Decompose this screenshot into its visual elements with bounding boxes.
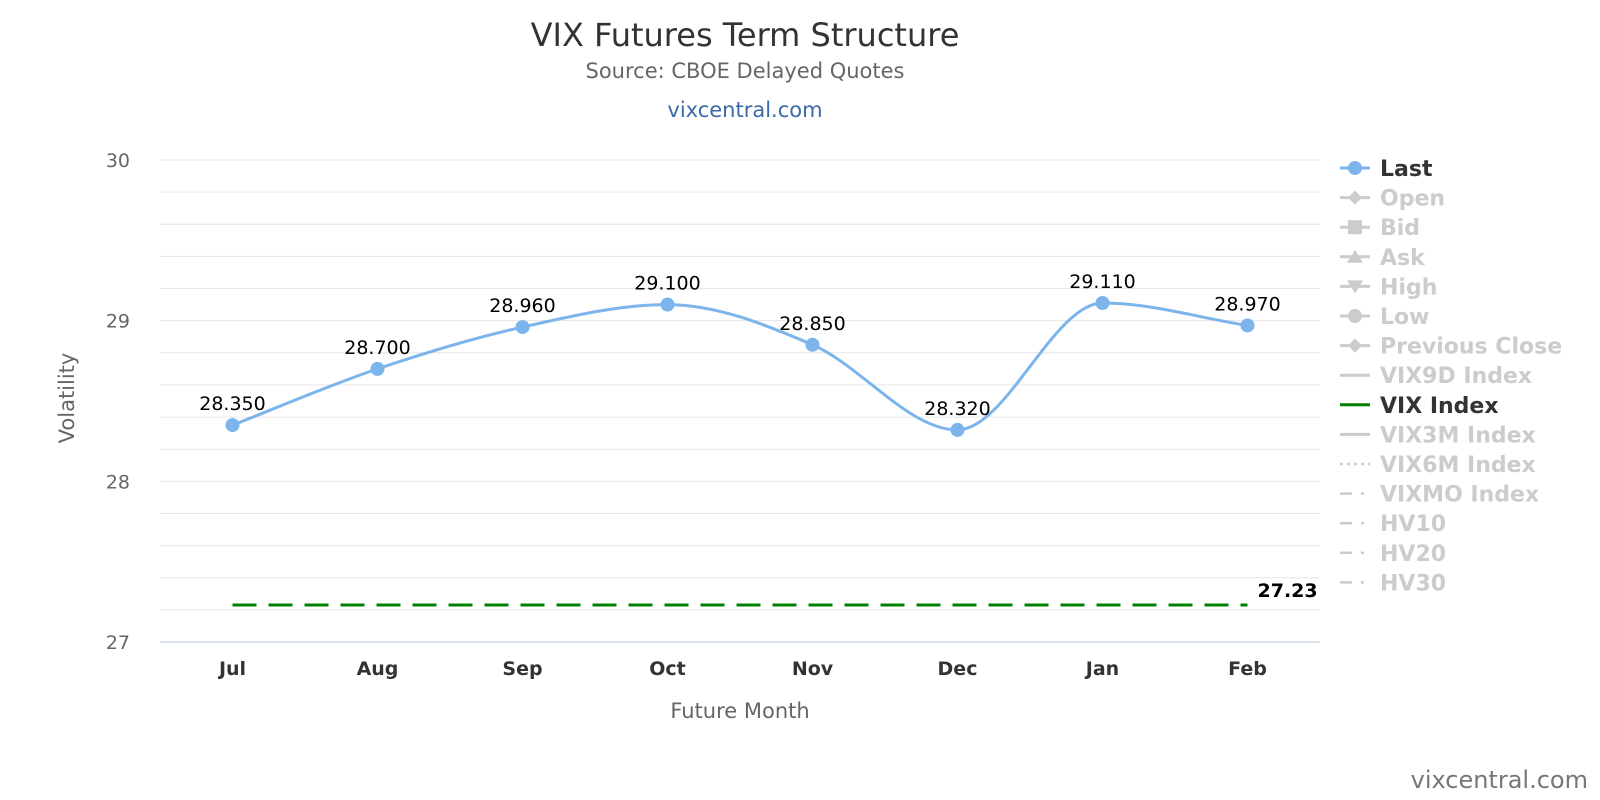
x-axis-title: Future Month bbox=[670, 699, 809, 723]
chart-title: VIX Futures Term Structure bbox=[531, 16, 960, 54]
legend-label: VIX Index bbox=[1380, 394, 1499, 419]
legend-item[interactable]: Low bbox=[1340, 305, 1429, 330]
x-tick-label: Oct bbox=[649, 658, 686, 680]
x-tick-label: Aug bbox=[357, 658, 399, 680]
data-label-last: 28.960 bbox=[489, 295, 555, 317]
legend-label: HV30 bbox=[1380, 571, 1446, 596]
x-axis-ticks: Jul Aug Sep Oct Nov Dec Jan Feb bbox=[217, 658, 1267, 680]
legend-label: High bbox=[1380, 275, 1437, 300]
y-axis-title: Volatility bbox=[55, 353, 79, 444]
legend-item[interactable]: Last bbox=[1340, 157, 1433, 182]
x-tick-label: Sep bbox=[502, 658, 542, 680]
x-tick-label: Jan bbox=[1084, 658, 1119, 680]
legend-item[interactable]: HV20 bbox=[1340, 542, 1446, 567]
legend-label: Low bbox=[1380, 305, 1429, 330]
x-tick-label: Nov bbox=[792, 658, 834, 680]
credit-link[interactable]: vixcentral.com bbox=[1411, 766, 1588, 794]
legend-item[interactable]: VIXMO Index bbox=[1340, 483, 1539, 508]
gridlines bbox=[160, 159, 1320, 643]
legend-label: HV10 bbox=[1380, 512, 1446, 537]
legend-marker bbox=[1348, 220, 1362, 235]
x-tick-label: Dec bbox=[938, 658, 978, 680]
data-label-last: 28.970 bbox=[1214, 293, 1280, 315]
data-label-last: 29.100 bbox=[634, 273, 700, 295]
legend-label: Open bbox=[1380, 187, 1445, 212]
legend-marker bbox=[1348, 309, 1362, 323]
legend-item[interactable]: VIX Index bbox=[1340, 394, 1499, 419]
legend-item[interactable]: VIX3M Index bbox=[1340, 423, 1536, 448]
legend-marker bbox=[1348, 190, 1362, 205]
legend-item[interactable]: Open bbox=[1340, 187, 1445, 212]
legend-marker bbox=[1347, 280, 1363, 294]
legend-label: Last bbox=[1380, 157, 1433, 182]
series-line-last bbox=[231, 301, 1248, 432]
legend-item[interactable]: Bid bbox=[1340, 216, 1420, 241]
data-label-last: 29.110 bbox=[1069, 271, 1135, 293]
legend-item[interactable]: High bbox=[1340, 275, 1437, 300]
legend: Last Open Bid Ask High Low Previous Close VIX9D… bbox=[1340, 157, 1562, 596]
data-label-last: 28.700 bbox=[344, 337, 410, 359]
legend-marker bbox=[1348, 338, 1362, 353]
legend-item[interactable]: Ask bbox=[1340, 246, 1426, 271]
legend-marker bbox=[1347, 249, 1363, 263]
data-point-last[interactable] bbox=[370, 361, 385, 376]
y-tick-label: 27 bbox=[106, 632, 130, 654]
chart-subtitle: Source: CBOE Delayed Quotes bbox=[586, 59, 905, 83]
data-point-last[interactable] bbox=[515, 320, 530, 335]
legend-marker bbox=[1348, 161, 1362, 175]
legend-item[interactable]: VIX9D Index bbox=[1340, 364, 1532, 389]
legend-label: VIX9D Index bbox=[1380, 364, 1532, 389]
data-label-vix-index: 27.23 bbox=[1258, 580, 1318, 602]
legend-label: VIXMO Index bbox=[1380, 483, 1539, 508]
data-point-last[interactable] bbox=[950, 422, 965, 437]
legend-item[interactable]: VIX6M Index bbox=[1340, 453, 1536, 478]
data-label-last: 28.320 bbox=[924, 398, 990, 420]
y-tick-label: 30 bbox=[106, 150, 130, 172]
legend-item[interactable]: HV30 bbox=[1340, 571, 1446, 596]
data-label-last: 28.350 bbox=[199, 393, 265, 415]
series-group: 27.23 28.350 28.700 28.960 29.100 28.850 28.32… bbox=[199, 271, 1318, 607]
legend-label: Previous Close bbox=[1380, 335, 1562, 360]
legend-label: HV20 bbox=[1380, 542, 1446, 567]
data-point-last[interactable] bbox=[1095, 295, 1110, 310]
x-tick-label: Feb bbox=[1228, 658, 1267, 680]
legend-item[interactable]: HV10 bbox=[1340, 512, 1446, 537]
legend-label: Bid bbox=[1380, 216, 1420, 241]
legend-label: VIX6M Index bbox=[1380, 453, 1536, 478]
legend-item[interactable]: Previous Close bbox=[1340, 335, 1562, 360]
data-point-last[interactable] bbox=[225, 418, 240, 433]
data-point-last[interactable] bbox=[660, 297, 675, 312]
chart-subtitle-link[interactable]: vixcentral.com bbox=[667, 98, 822, 122]
legend-label: Ask bbox=[1380, 246, 1426, 271]
y-tick-label: 28 bbox=[106, 471, 130, 493]
data-label-last: 28.850 bbox=[779, 313, 845, 335]
data-point-last[interactable] bbox=[805, 337, 820, 352]
x-tick-label: Jul bbox=[217, 658, 246, 680]
y-tick-label: 29 bbox=[106, 311, 130, 333]
y-axis-ticks: 27 28 29 30 bbox=[106, 150, 130, 654]
data-point-last[interactable] bbox=[1240, 318, 1255, 333]
legend-label: VIX3M Index bbox=[1380, 423, 1536, 448]
